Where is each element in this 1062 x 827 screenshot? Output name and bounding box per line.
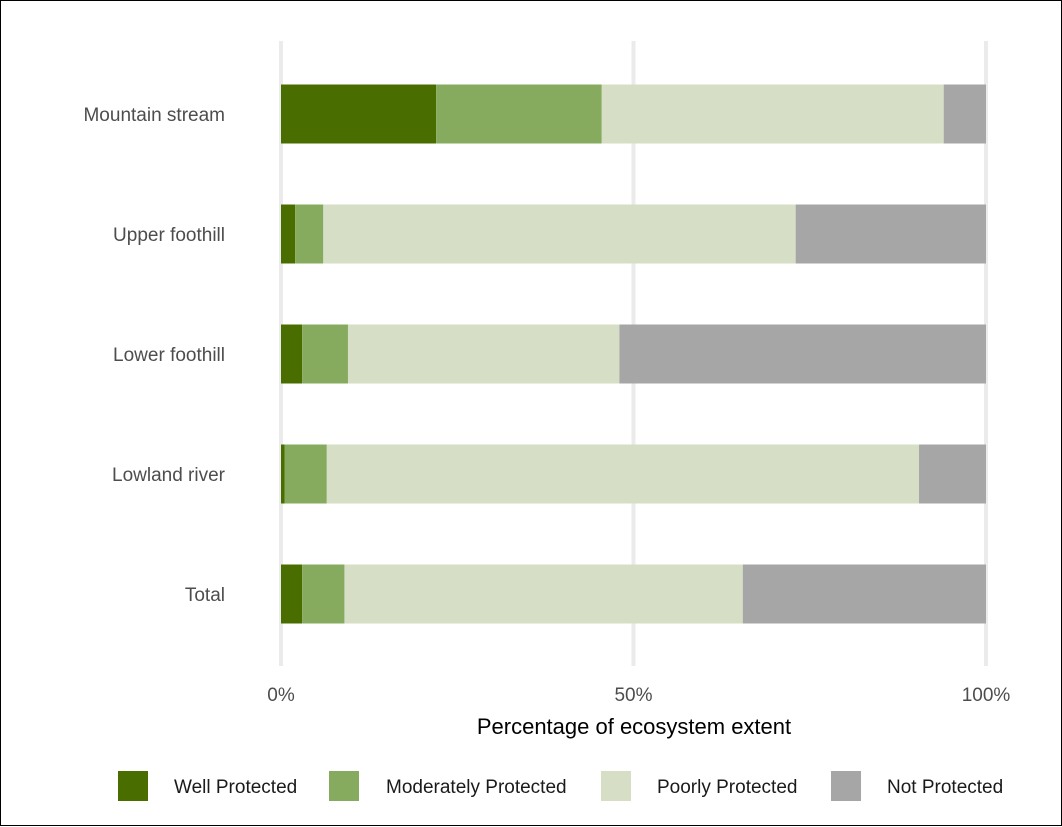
legend-label-2: Poorly Protected	[657, 777, 797, 798]
legend: Well Protected Moderately Protected Poorly…	[118, 771, 1003, 801]
legend-label-3: Not Protected	[887, 777, 1003, 798]
y-tick-label: Lower foothill	[113, 345, 225, 366]
bar-3-0	[281, 444, 285, 504]
bar-1-1	[295, 204, 324, 264]
x-tick-label: 50%	[614, 685, 652, 706]
bar-4-2	[344, 564, 743, 624]
legend-key-3	[831, 771, 861, 801]
bar-1-2	[323, 204, 796, 264]
bar-0-3	[943, 84, 986, 144]
bar-2-3	[619, 324, 986, 384]
x-tick-label: 100%	[962, 685, 1011, 706]
bar-0-1	[436, 84, 602, 144]
bar-3-1	[284, 444, 327, 504]
legend-label-1: Moderately Protected	[386, 777, 567, 798]
legend-key-1	[329, 771, 359, 801]
bar-3-3	[919, 444, 986, 504]
bar-4-0	[281, 564, 303, 624]
legend-label-0: Well Protected	[174, 777, 297, 798]
bar-0-0	[281, 84, 437, 144]
y-tick-label: Upper foothill	[113, 225, 225, 246]
bar-1-3	[795, 204, 986, 264]
x-tick-label: 0%	[267, 685, 295, 706]
bar-2-2	[347, 324, 620, 384]
bar-1-0	[281, 204, 296, 264]
bar-2-0	[281, 324, 303, 384]
bar-3-2	[326, 444, 920, 504]
y-tick-label: Total	[185, 585, 225, 606]
bar-2-1	[302, 324, 348, 384]
legend-key-2	[601, 771, 631, 801]
y-tick-label: Mountain stream	[83, 105, 225, 126]
bar-4-1	[302, 564, 345, 624]
bars	[281, 84, 986, 624]
bar-0-2	[601, 84, 944, 144]
bar-4-3	[742, 564, 986, 624]
y-axis-labels: Mountain stream Upper foothill Lower footh…	[83, 105, 225, 606]
x-axis-title: Percentage of ecosystem extent	[477, 714, 791, 739]
y-tick-label: Lowland river	[112, 465, 226, 486]
legend-key-0	[118, 771, 148, 801]
x-axis-labels: 0% 50% 100%	[267, 685, 1010, 706]
